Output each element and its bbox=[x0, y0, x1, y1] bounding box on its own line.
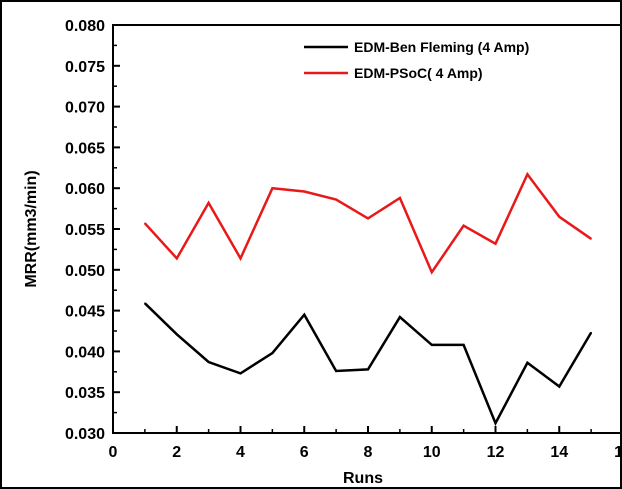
data-point-ben-fleming bbox=[175, 333, 178, 336]
x-tick-label: 2 bbox=[172, 444, 181, 461]
data-point-psoc bbox=[367, 217, 369, 220]
data-point-psoc bbox=[271, 187, 274, 189]
y-tick-label: 0.060 bbox=[65, 181, 105, 198]
y-tick-label: 0.075 bbox=[65, 59, 105, 76]
data-point-psoc bbox=[526, 173, 529, 176]
plot-frame bbox=[112, 24, 622, 434]
data-point-ben-fleming bbox=[207, 361, 210, 363]
y-tick-label: 0.030 bbox=[65, 426, 105, 443]
data-point-psoc bbox=[239, 257, 242, 260]
data-point-ben-fleming bbox=[590, 331, 592, 334]
data-point-ben-fleming bbox=[144, 302, 146, 305]
data-point-psoc bbox=[207, 202, 210, 204]
data-point-ben-fleming bbox=[526, 362, 529, 364]
data-point-ben-fleming bbox=[367, 368, 369, 371]
data-point-psoc bbox=[590, 237, 592, 240]
y-tick-label: 0.050 bbox=[65, 263, 105, 280]
data-point-psoc bbox=[494, 242, 497, 245]
data-point-psoc bbox=[335, 198, 337, 201]
legend: EDM-Ben Fleming (4 Amp) EDM-PSoC( 4 Amp) bbox=[304, 39, 529, 81]
x-tick-label: 0 bbox=[109, 444, 118, 461]
data-point-ben-fleming bbox=[494, 422, 497, 425]
data-point-psoc bbox=[175, 257, 178, 260]
y-tick-label: 0.055 bbox=[65, 222, 105, 239]
data-point-psoc bbox=[558, 215, 561, 218]
x-tick-label: 10 bbox=[423, 444, 441, 461]
y-axis-ticks: 0.030 0.035 0.040 0.045 0.050 0.055 0.060 0.065… bbox=[65, 18, 120, 443]
x-axis-title: Runs bbox=[343, 470, 383, 487]
x-tick-label: 16 bbox=[614, 444, 622, 461]
y-tick-label: 0.045 bbox=[65, 304, 105, 321]
x-tick-label: 6 bbox=[300, 444, 309, 461]
series-line-ben-fleming bbox=[144, 302, 593, 427]
data-point-psoc bbox=[462, 224, 465, 227]
x-tick-label: 8 bbox=[364, 444, 373, 461]
data-point-ben-fleming bbox=[303, 313, 306, 316]
data-point-psoc bbox=[399, 197, 401, 199]
y-tick-label: 0.035 bbox=[65, 385, 105, 402]
x-tick-label: 4 bbox=[236, 444, 245, 461]
data-point-psoc bbox=[144, 222, 146, 225]
data-point-ben-fleming bbox=[430, 344, 433, 346]
y-tick-label: 0.065 bbox=[65, 140, 105, 157]
series-layer bbox=[143, 171, 593, 427]
x-tick-label: 14 bbox=[550, 444, 568, 461]
data-point-ben-fleming bbox=[271, 352, 274, 354]
data-point-ben-fleming bbox=[462, 344, 465, 346]
series-line-psoc bbox=[143, 171, 592, 275]
legend-label-psoc: EDM-PSoC( 4 Amp) bbox=[354, 65, 483, 81]
x-tick-label: 12 bbox=[487, 444, 505, 461]
legend-label-ben-fleming: EDM-Ben Fleming (4 Amp) bbox=[354, 39, 529, 55]
y-axis-title: MRR(mm3/min) bbox=[23, 170, 40, 287]
y-tick-label: 0.070 bbox=[65, 100, 105, 117]
y-tick-label: 0.040 bbox=[65, 344, 105, 361]
data-point-ben-fleming bbox=[558, 385, 561, 388]
data-point-ben-fleming bbox=[399, 316, 401, 318]
data-point-ben-fleming bbox=[239, 372, 242, 375]
data-point-ben-fleming bbox=[335, 370, 337, 372]
y-tick-label: 0.080 bbox=[65, 18, 105, 35]
data-point-psoc bbox=[303, 190, 306, 193]
data-point-psoc bbox=[430, 271, 433, 274]
x-axis-ticks: 0 2 4 6 8 10 12 14 16 bbox=[109, 426, 622, 461]
